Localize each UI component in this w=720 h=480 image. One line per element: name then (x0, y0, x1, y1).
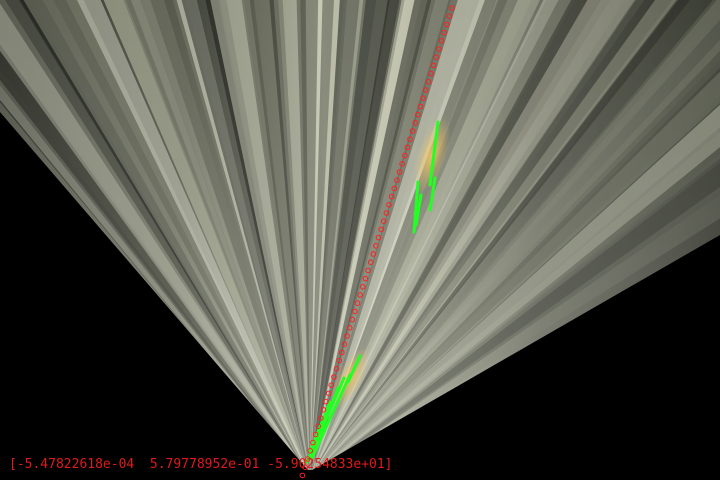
fit-point-marker (425, 79, 432, 85)
fit-point-marker (344, 333, 350, 339)
fit-point-marker (352, 308, 358, 315)
fit-point-marker (325, 390, 332, 397)
fit-point-marker (336, 357, 343, 364)
lane-pixel-segment (414, 193, 423, 227)
fit-point-marker (375, 234, 382, 241)
fit-point-marker (346, 325, 353, 331)
fit-point-marker (354, 300, 361, 307)
fit-point-marker (383, 210, 390, 216)
fit-point-marker (341, 341, 348, 348)
fit-point-marker (415, 111, 421, 118)
fit-point-marker (436, 46, 442, 52)
fit-point-marker (386, 202, 392, 208)
fit-point-marker (307, 448, 314, 454)
fit-point-marker (370, 251, 377, 257)
lane-pixel-segment (412, 180, 420, 234)
fit-point-marker (444, 21, 450, 28)
fit-point-marker (404, 144, 411, 151)
fit-point-marker (360, 284, 366, 290)
fit-point-marker (365, 267, 371, 274)
fit-point-marker (433, 54, 440, 61)
fit-point-marker (367, 259, 374, 266)
fit-point-marker (373, 243, 379, 249)
fit-point-marker (357, 292, 364, 298)
fit-point-marker (441, 29, 447, 36)
fit-point-marker (381, 218, 387, 224)
fit-point-marker (299, 472, 306, 479)
fit-point-marker (323, 398, 329, 405)
fit-point-marker (449, 5, 455, 11)
fit-point-marker (378, 226, 385, 233)
fit-point-marker (430, 62, 437, 69)
fit-point-marker (310, 439, 316, 446)
fit-point-marker (362, 275, 369, 282)
fit-point-marker (320, 407, 327, 413)
lane-marking-glow-upper (413, 116, 451, 194)
fit-point-marker (331, 374, 337, 380)
fit-point-marker (339, 349, 345, 356)
fit-point-marker (312, 431, 319, 438)
fit-point-marker (318, 415, 324, 421)
lane-pixel-segment (310, 373, 352, 460)
fit-point-marker (409, 128, 416, 134)
fit-point-marker (423, 87, 429, 93)
fit-point-marker (412, 120, 419, 126)
lane-pixel-segment (428, 120, 440, 187)
lane-pixel-segment (428, 176, 437, 212)
fit-point-marker (420, 95, 426, 101)
fit-point-marker (394, 177, 400, 183)
fit-point-marker (402, 152, 408, 159)
fit-point-marker (349, 316, 356, 323)
fit-point-marker (399, 161, 405, 167)
fit-point-marker (315, 423, 322, 430)
fit-coefficients-readout: [-5.47822618e-04 5.79778952e-01 -5.90254… (9, 457, 393, 472)
fit-point-marker (438, 38, 445, 44)
fit-point-marker (428, 70, 434, 77)
fit-point-marker (304, 456, 311, 462)
fit-point-marker (417, 103, 424, 110)
fit-point-marker (396, 169, 403, 175)
polynomial-fit-curve (299, 5, 455, 479)
lane-pixel-segment (316, 386, 340, 442)
fit-point-marker (302, 464, 308, 471)
fit-point-marker (333, 366, 340, 372)
fit-point-marker (407, 136, 413, 142)
fit-point-marker (391, 185, 398, 192)
fit-point-marker (388, 193, 395, 200)
fit-point-marker (446, 13, 453, 20)
fit-point-marker (328, 382, 335, 389)
